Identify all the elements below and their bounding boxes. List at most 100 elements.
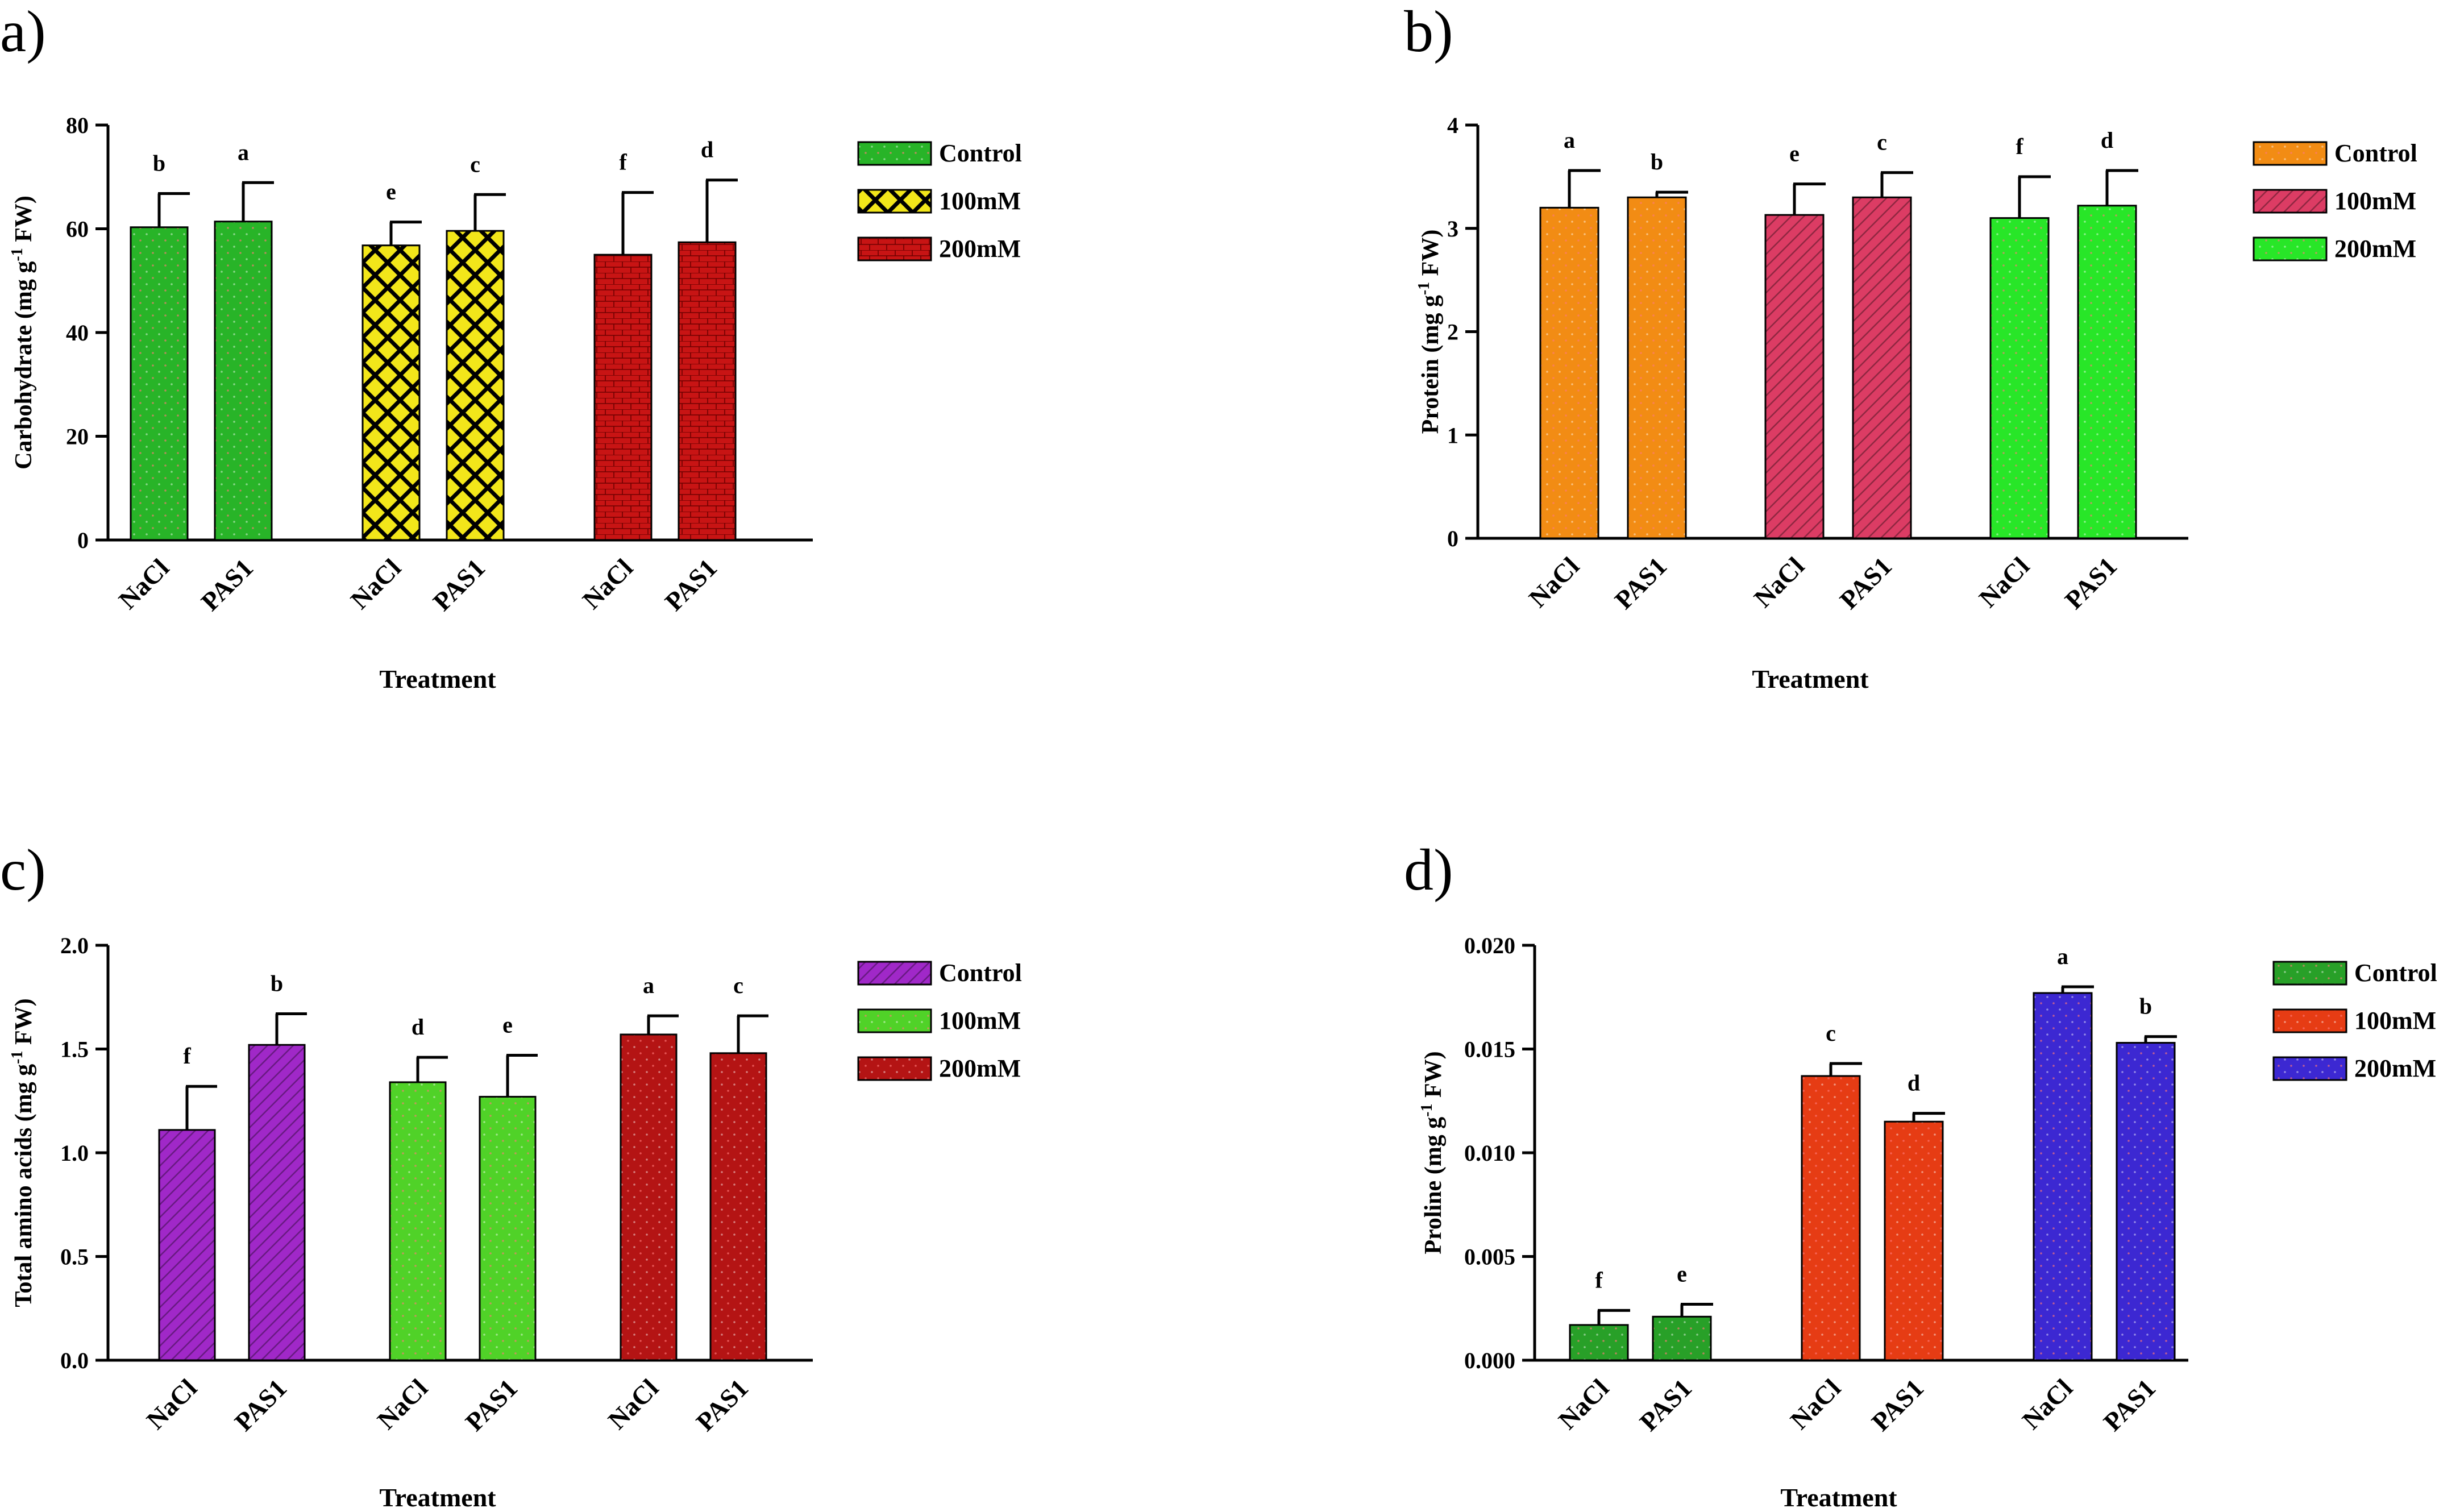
legend-label: 100mM: [2354, 1007, 2436, 1035]
significance-letter: c: [1826, 1020, 1836, 1046]
chart-panel-c: c) 0.0 0.5 1.0 1.5 2.0 Total amino acids (mg g…: [0, 837, 1022, 1512]
significance-letter: b: [2139, 994, 2152, 1019]
chart-panel-a: a) 0 20 40 60 80 Carbohydrate (mg g-1 FW) Treat…: [0, 0, 1022, 693]
significance-letter: e: [1677, 1261, 1687, 1286]
significance-letter: f: [619, 149, 627, 175]
y-tick-label: 0: [77, 527, 89, 553]
x-tick-label: NaCl: [345, 553, 406, 614]
bar-control-pas1: [214, 221, 273, 541]
significance-letter: e: [1789, 141, 1800, 167]
significance-letter: d: [2101, 127, 2113, 153]
significance-letter: a: [1564, 127, 1575, 153]
x-tick-label: NaCl: [1973, 551, 2035, 613]
legend-swatch: [857, 189, 932, 214]
y-tick-label: 80: [66, 113, 89, 138]
legend-swatch: [857, 961, 932, 986]
y-tick-label: 2.0: [60, 933, 89, 958]
legend-swatch: [2272, 961, 2347, 986]
legend-label: 100mM: [939, 187, 1021, 215]
significance-letter: f: [183, 1043, 191, 1069]
bar-100mm-pas1: [446, 230, 505, 541]
panel-label: c): [0, 837, 46, 903]
significance-letter: e: [502, 1012, 513, 1037]
legend-label: 100mM: [939, 1007, 1021, 1035]
significance-letter: b: [271, 970, 283, 996]
y-tick-label: 0.000: [1464, 1348, 1515, 1373]
bar-100mm-nacl: [1801, 1075, 1861, 1361]
legend-swatch: [2253, 236, 2328, 261]
legend-swatch: [2253, 189, 2328, 214]
x-tick-label: NaCl: [602, 1373, 664, 1435]
legend-swatch: [2253, 141, 2328, 166]
x-axis-label: Treatment: [1780, 1483, 1897, 1512]
bar-100mm-pas1: [1852, 196, 1912, 539]
legend-label: Control: [2334, 139, 2417, 167]
bar-control-pas1: [1652, 1315, 1712, 1361]
significance-letter: d: [412, 1014, 424, 1040]
x-tick-label: PAS1: [1834, 551, 1897, 614]
bar-200mm-pas1: [2077, 205, 2137, 539]
y-tick-label: 0.0: [60, 1348, 89, 1373]
legend-label: 200mM: [939, 1054, 1021, 1082]
x-tick-label: NaCl: [577, 553, 638, 614]
x-tick-label: NaCl: [1785, 1373, 1846, 1435]
significance-letter: f: [2016, 134, 2023, 159]
y-tick-label: 1.5: [60, 1037, 89, 1062]
significance-letter: b: [1651, 149, 1663, 175]
y-axis-label: Proline (mg g-1 FW): [1418, 1051, 1447, 1254]
x-tick-label: PAS1: [659, 553, 722, 616]
x-tick-label: PAS1: [229, 1373, 292, 1436]
legend-swatch: [2272, 1008, 2347, 1033]
x-tick-label: PAS1: [427, 553, 491, 616]
y-tick-label: 60: [66, 217, 89, 242]
y-tick-label: 1: [1447, 422, 1458, 448]
y-tick-label: 0.020: [1464, 933, 1515, 958]
x-tick-label: PAS1: [1609, 551, 1672, 614]
y-tick-label: 20: [66, 424, 89, 450]
legend-swatch: [2272, 1056, 2347, 1081]
bar-control-pas1: [1627, 196, 1687, 539]
panel-label: b): [1404, 0, 1453, 64]
y-tick-label: 1.0: [60, 1140, 89, 1166]
bar-200mm-pas1: [709, 1052, 767, 1361]
y-tick-label: 0.015: [1464, 1037, 1515, 1062]
significance-letter: d: [1908, 1070, 1920, 1096]
x-tick-label: PAS1: [1634, 1373, 1697, 1436]
chart-panel-b: b) 0 1 2 3 4 Protein (mg g-1 FW) Treatment a NaCl…: [1404, 0, 2417, 693]
bar-200mm-nacl: [620, 1033, 678, 1361]
legend-swatch: [857, 1008, 932, 1033]
y-tick-label: 3: [1447, 216, 1458, 242]
x-tick-label: NaCl: [372, 1373, 433, 1435]
y-tick-label: 40: [66, 320, 89, 346]
panel-label: d): [1404, 837, 1453, 903]
legend-swatch: [857, 236, 932, 261]
y-tick-label: 0.010: [1464, 1140, 1515, 1166]
y-tick-label: 2: [1447, 319, 1458, 345]
significance-letter: c: [1877, 130, 1887, 155]
chart-panel-d: d) 0.000 0.005 0.010 0.015 0.020 Proline (mg g…: [1404, 837, 2437, 1512]
y-tick-label: 0: [1447, 526, 1458, 551]
bar-control-nacl: [1569, 1324, 1629, 1361]
significance-letter: c: [470, 151, 480, 177]
significance-letter: a: [643, 973, 654, 998]
x-axis-label: Treatment: [379, 664, 496, 693]
panel-label: a): [0, 0, 46, 64]
y-tick-label: 4: [1447, 113, 1458, 138]
y-axis-label: Carbohydrate (mg g-1 FW): [9, 196, 37, 470]
x-tick-label: PAS1: [2059, 551, 2122, 614]
legend-label: 200mM: [2334, 235, 2416, 263]
bar-100mm-nacl: [1764, 214, 1825, 539]
bar-200mm-nacl: [2033, 992, 2093, 1361]
bar-100mm-nacl: [389, 1081, 447, 1361]
bar-100mm-pas1: [1884, 1120, 1944, 1361]
significance-letter: c: [733, 973, 743, 998]
y-tick-label: 0.5: [60, 1244, 89, 1270]
x-tick-label: NaCl: [2017, 1373, 2078, 1435]
significance-letter: b: [153, 150, 165, 176]
significance-letter: a: [2057, 944, 2068, 969]
x-axis-label: Treatment: [1752, 664, 1869, 693]
bar-200mm-pas1: [678, 241, 737, 541]
bar-200mm-nacl: [1989, 217, 2050, 539]
significance-letter: f: [1595, 1267, 1603, 1293]
